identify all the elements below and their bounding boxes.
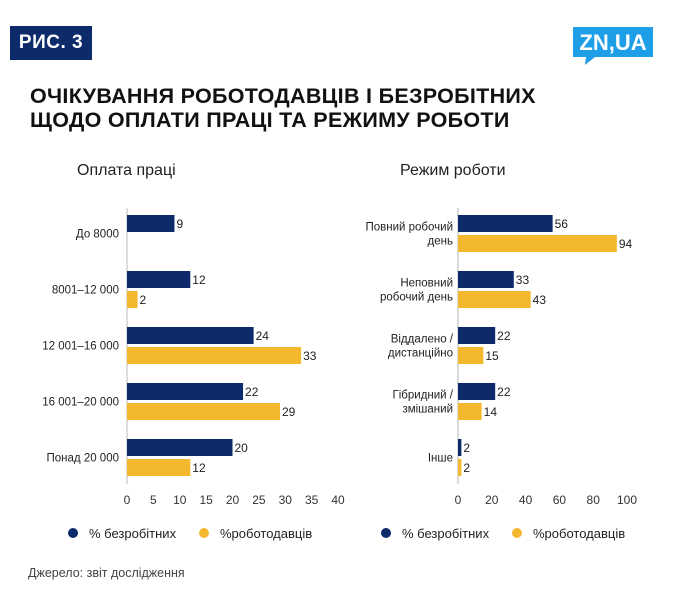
mode-data-label: 33 bbox=[516, 273, 530, 287]
mode-data-label: 43 bbox=[533, 293, 547, 307]
wage-data-label: 29 bbox=[282, 405, 296, 419]
wage-category-label: 8001–12 000 bbox=[52, 285, 119, 297]
wage-tick-label: 15 bbox=[199, 493, 213, 507]
mode-category-label: змішаний bbox=[402, 404, 453, 416]
wage-tick-label: 30 bbox=[279, 493, 293, 507]
wage-tick-label: 5 bbox=[150, 493, 157, 507]
wage-legend-label: % безробітних bbox=[89, 526, 177, 541]
mode-category-label: Віддалено / bbox=[391, 334, 454, 346]
mode-category-label: Повний робочий bbox=[365, 222, 453, 234]
mode-bar-employers bbox=[458, 459, 462, 476]
mode-tick-label: 0 bbox=[455, 493, 462, 507]
mode-data-label: 22 bbox=[497, 385, 511, 399]
wage-bar-unemployed bbox=[127, 383, 244, 400]
wage-data-label: 24 bbox=[256, 329, 270, 343]
wage-data-label: 9 bbox=[176, 217, 183, 231]
wage-tick-label: 10 bbox=[173, 493, 187, 507]
wage-legend-marker bbox=[68, 528, 78, 538]
mode-data-label: 2 bbox=[463, 461, 470, 475]
mode-bar-unemployed bbox=[458, 439, 462, 456]
mode-category-label: дистанційно bbox=[388, 348, 453, 360]
mode-data-label: 14 bbox=[484, 405, 498, 419]
page-title: ОЧІКУВАННЯ РОБОТОДАВЦІВ І БЕЗРОБІТНИХ ЩО… bbox=[30, 84, 650, 132]
mode-category-label: Гібридний / bbox=[393, 390, 454, 402]
mode-tick-label: 40 bbox=[519, 493, 533, 507]
wage-bar-unemployed bbox=[127, 215, 175, 232]
mode-data-label: 94 bbox=[619, 237, 633, 251]
wage-category-label: Понад 20 000 bbox=[47, 453, 120, 465]
mode-tick-label: 80 bbox=[587, 493, 601, 507]
wage-tick-label: 35 bbox=[305, 493, 319, 507]
mode-bar-unemployed bbox=[458, 327, 496, 344]
mode-category-label: робочий день bbox=[380, 292, 453, 304]
wage-bar-unemployed bbox=[127, 271, 191, 288]
mode-bar-unemployed bbox=[458, 215, 553, 232]
wage-bar-employers bbox=[127, 291, 138, 308]
mode-tick-label: 60 bbox=[553, 493, 567, 507]
wage-category-label: До 8000 bbox=[76, 229, 119, 241]
mode-category-label: день bbox=[428, 236, 453, 248]
mode-bar-unemployed bbox=[458, 383, 496, 400]
mode-tick-label: 20 bbox=[485, 493, 499, 507]
mode-data-label: 56 bbox=[555, 217, 569, 231]
mode-legend-label: %роботодавців bbox=[533, 526, 625, 541]
wage-category-label: 12 001–16 000 bbox=[42, 341, 119, 353]
mode-bar-employers bbox=[458, 403, 482, 420]
wage-category-label: 16 001–20 000 bbox=[42, 397, 119, 409]
mode-data-label: 2 bbox=[463, 441, 470, 455]
mode-legend-marker bbox=[381, 528, 391, 538]
mode-category-label: Неповний bbox=[400, 278, 453, 290]
source-note: Джерело: звіт дослідження bbox=[28, 566, 185, 580]
wage-tick-label: 0 bbox=[124, 493, 131, 507]
mode-bar-employers bbox=[458, 347, 484, 364]
wage-data-label: 12 bbox=[192, 273, 206, 287]
mode-tick-label: 100 bbox=[617, 493, 637, 507]
wage-data-label: 20 bbox=[235, 441, 249, 455]
wage-legend-label: %роботодавців bbox=[220, 526, 312, 541]
wage-data-label: 33 bbox=[303, 349, 317, 363]
mode-data-label: 15 bbox=[485, 349, 499, 363]
mode-bar-employers bbox=[458, 235, 617, 252]
wage-bar-employers bbox=[127, 403, 280, 420]
zn-ua-logo: ZN,UA bbox=[573, 27, 653, 65]
wage-tick-label: 20 bbox=[226, 493, 240, 507]
mode-legend-marker bbox=[512, 528, 522, 538]
mode-data-label: 22 bbox=[497, 329, 511, 343]
wage-bar-employers bbox=[127, 347, 302, 364]
logo-bubble bbox=[573, 27, 653, 65]
mode-bar-employers bbox=[458, 291, 531, 308]
wage-data-label: 2 bbox=[140, 293, 147, 307]
wage-data-label: 12 bbox=[192, 461, 206, 475]
wage-bar-employers bbox=[127, 459, 191, 476]
wage-data-label: 22 bbox=[245, 385, 259, 399]
wage-tick-label: 25 bbox=[252, 493, 266, 507]
wage-legend-marker bbox=[199, 528, 209, 538]
wage-bar-unemployed bbox=[127, 439, 233, 456]
title-line-2: ЩОДО ОПЛАТИ ПРАЦІ ТА РЕЖИМУ РОБОТИ bbox=[30, 108, 510, 132]
wage-tick-label: 40 bbox=[331, 493, 345, 507]
wage-chart-title: Оплата праці bbox=[77, 162, 176, 179]
mode-chart-title: Режим роботи bbox=[400, 162, 506, 179]
mode-category-label: Інше bbox=[428, 453, 453, 465]
mode-bar-unemployed bbox=[458, 271, 514, 288]
logo-text: ZN,UA bbox=[579, 30, 646, 55]
wage-bar-unemployed bbox=[127, 327, 254, 344]
mode-legend-label: % безробітних bbox=[402, 526, 490, 541]
title-line-1: ОЧІКУВАННЯ РОБОТОДАВЦІВ І БЕЗРОБІТНИХ bbox=[30, 84, 536, 108]
figure-label-badge: РИС. 3 bbox=[10, 26, 92, 60]
